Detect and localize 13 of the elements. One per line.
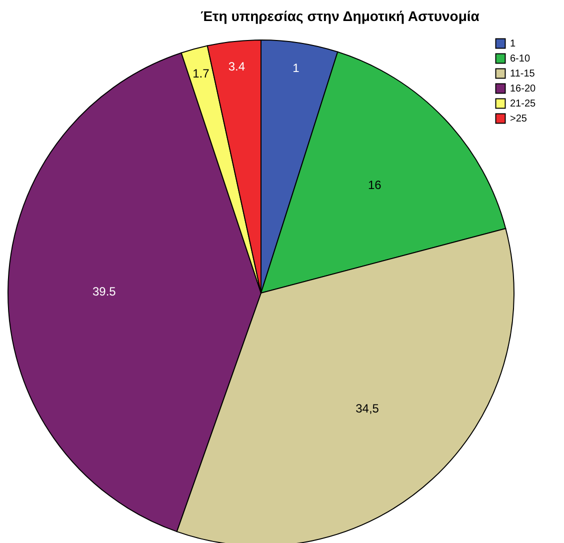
data-label: 34,5 bbox=[356, 401, 380, 416]
legend-label: 1 bbox=[510, 38, 516, 50]
legend-label: 16-20 bbox=[510, 84, 536, 94]
data-label: 3.4 bbox=[228, 60, 246, 74]
chart-title: Έτη υπηρεσίας στην Δημοτική Αστυνομία bbox=[200, 8, 480, 24]
data-label: 1.7 bbox=[192, 66, 210, 80]
data-label: 16 bbox=[368, 178, 382, 192]
legend-label: >25 bbox=[510, 114, 528, 124]
data-label: 39.5 bbox=[92, 284, 116, 299]
legend-label: 6-10 bbox=[510, 54, 530, 64]
legend-label: 11-15 bbox=[510, 68, 536, 80]
legend-label: 21-25 bbox=[510, 98, 536, 110]
slice-label: 1 bbox=[292, 60, 300, 75]
